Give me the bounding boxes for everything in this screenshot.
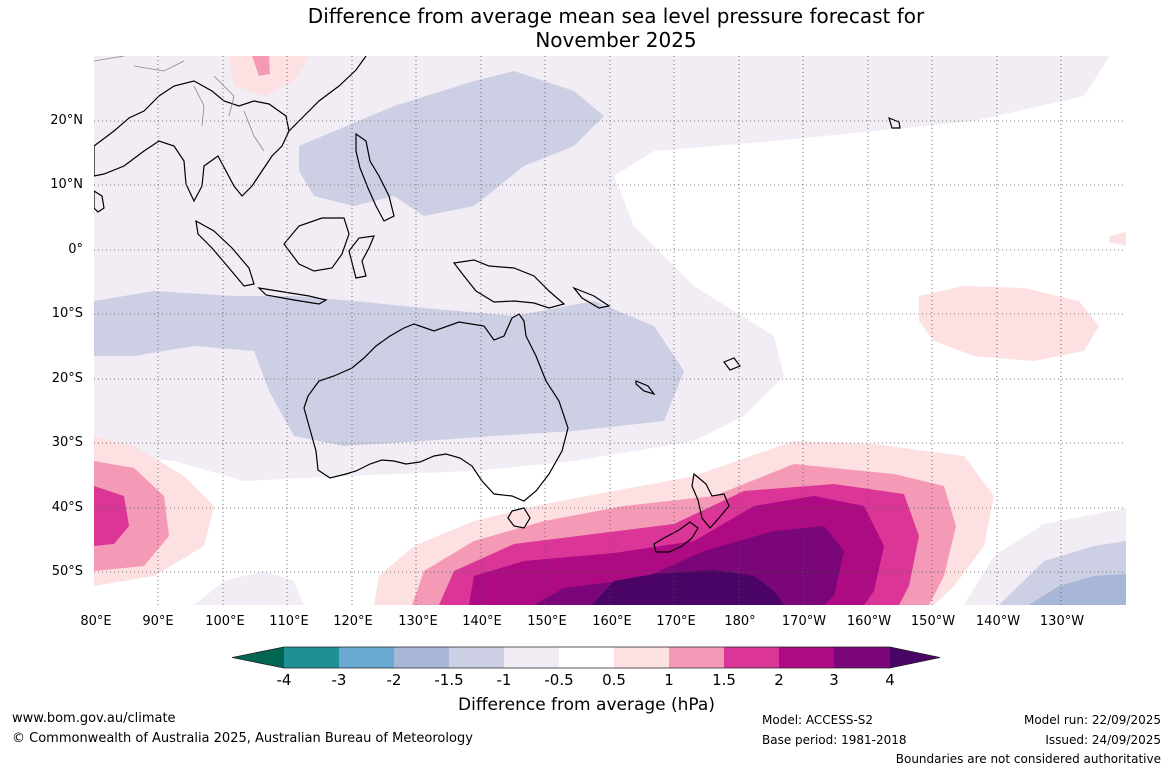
lat-label: 0°	[68, 242, 83, 257]
lon-label: 80°E	[80, 614, 112, 629]
colorbar-segment-extend-low	[232, 647, 284, 668]
colorbar-tick: -1	[496, 671, 512, 689]
colorbar-segment	[724, 647, 779, 668]
contour-positive-strong-west	[94, 486, 129, 546]
sri-lanka-outline	[94, 190, 105, 213]
tasmania-outline	[507, 507, 531, 529]
copyright-text: © Commonwealth of Australia 2025, Austra…	[12, 731, 473, 746]
colorbar-label: Difference from average (hPa)	[458, 695, 715, 715]
solomon-islands-outline	[572, 286, 611, 309]
lon-label: 100°E	[205, 614, 245, 629]
contour-positive-max-south	[592, 570, 784, 605]
chart-title: Difference from average mean sea level p…	[0, 4, 1173, 52]
colorbar-segment	[449, 647, 504, 668]
contour-negative-moderate-north	[299, 71, 604, 216]
pressure-anomaly-map	[94, 56, 1126, 605]
lon-label: 130°W	[1039, 614, 1085, 629]
colorbar-segment	[339, 647, 394, 668]
sulawesi-outline	[348, 235, 375, 279]
sumatra-outline	[195, 219, 255, 287]
colorbar-tick: -1.5	[434, 671, 464, 689]
contour-negative-weak-southwest	[194, 571, 304, 605]
lon-label: 150°E	[527, 614, 567, 629]
new-zealand-south-outline	[653, 521, 699, 553]
colorbar-segment	[614, 647, 669, 668]
colorbar-outline	[232, 646, 941, 669]
website-link[interactable]: www.bom.gov.au/climate	[12, 711, 176, 726]
new-zealand-north-outline	[691, 472, 730, 529]
lon-label: 140°E	[462, 614, 502, 629]
colorbar-segment	[779, 647, 834, 668]
new-guinea-outline	[452, 259, 566, 309]
lon-label: 120°E	[333, 614, 373, 629]
lon-label: 170°E	[656, 614, 696, 629]
colorbar-tick: -2	[386, 671, 402, 689]
lat-label: 50°S	[51, 564, 83, 579]
colorbar	[232, 646, 941, 669]
colorbar-segment	[834, 647, 890, 668]
lat-label: 40°S	[51, 500, 83, 515]
contour-positive-weak-equator-east	[1109, 232, 1126, 246]
new-caledonia-outline	[635, 380, 656, 396]
fiji-outline	[723, 357, 741, 371]
lon-label: 180°	[724, 614, 756, 629]
colorbar-tick: 3	[829, 671, 839, 689]
colorbar-tick: 0.5	[602, 671, 626, 689]
mainland-asia-outline	[94, 80, 290, 203]
java-outline	[257, 287, 328, 305]
lat-label: 10°S	[51, 306, 83, 321]
chart-title-line1: Difference from average mean sea level p…	[307, 4, 925, 28]
lat-label: 20°N	[50, 113, 83, 128]
colorbar-segment	[504, 647, 559, 668]
lon-label: 160°E	[592, 614, 632, 629]
mainland-asia-borders	[94, 56, 265, 152]
lat-label: 10°N	[50, 177, 83, 192]
lat-label: 20°S	[51, 371, 83, 386]
hawaii-outline	[888, 116, 901, 129]
contour-positive-weak-north	[229, 56, 309, 96]
colorbar-tick: 2	[774, 671, 784, 689]
chart-title-line2: November 2025	[535, 28, 697, 52]
contour-negative-moderate-indian	[94, 291, 684, 446]
lat-label: 30°S	[51, 435, 83, 450]
lon-label: 140°W	[975, 614, 1021, 629]
colorbar-tick: 1.5	[712, 671, 736, 689]
lon-label: 150°W	[910, 614, 956, 629]
contour-positive-weak-east-pacific	[919, 286, 1099, 361]
model-run-date: Model run: 22/09/2025	[1023, 713, 1161, 727]
australia-outline	[303, 313, 569, 502]
colorbar-tick: -3	[331, 671, 347, 689]
contour-positive-moderate-north	[252, 56, 270, 76]
lon-label: 160°W	[846, 614, 892, 629]
colorbar-segment	[394, 647, 449, 668]
boundaries-disclaimer: Boundaries are not considered authoritat…	[895, 752, 1161, 766]
issued-date: Issued: 24/09/2025	[1045, 733, 1161, 747]
colorbar-tick: -4	[276, 671, 292, 689]
philippines-outline	[355, 132, 395, 222]
model-name: Model: ACCESS-S2	[762, 713, 874, 727]
lon-label: 170°W	[781, 614, 827, 629]
contour-negative-strong-southeast	[1029, 574, 1126, 605]
colorbar-tick: 1	[664, 671, 674, 689]
colorbar-segment-extend-high	[890, 647, 940, 668]
colorbar-segment	[669, 647, 724, 668]
lon-label: 90°E	[142, 614, 174, 629]
map-graticule	[94, 56, 1126, 605]
colorbar-tick: -0.5	[544, 671, 574, 689]
lon-label: 130°E	[398, 614, 438, 629]
borneo-outline	[283, 217, 350, 272]
colorbar-segment	[284, 647, 339, 668]
lon-label: 110°E	[269, 614, 309, 629]
colorbar-tick: 4	[885, 671, 895, 689]
base-period: Base period: 1981-2018	[762, 733, 907, 747]
china-coast-outline	[288, 56, 367, 132]
colorbar-segment	[559, 647, 614, 668]
